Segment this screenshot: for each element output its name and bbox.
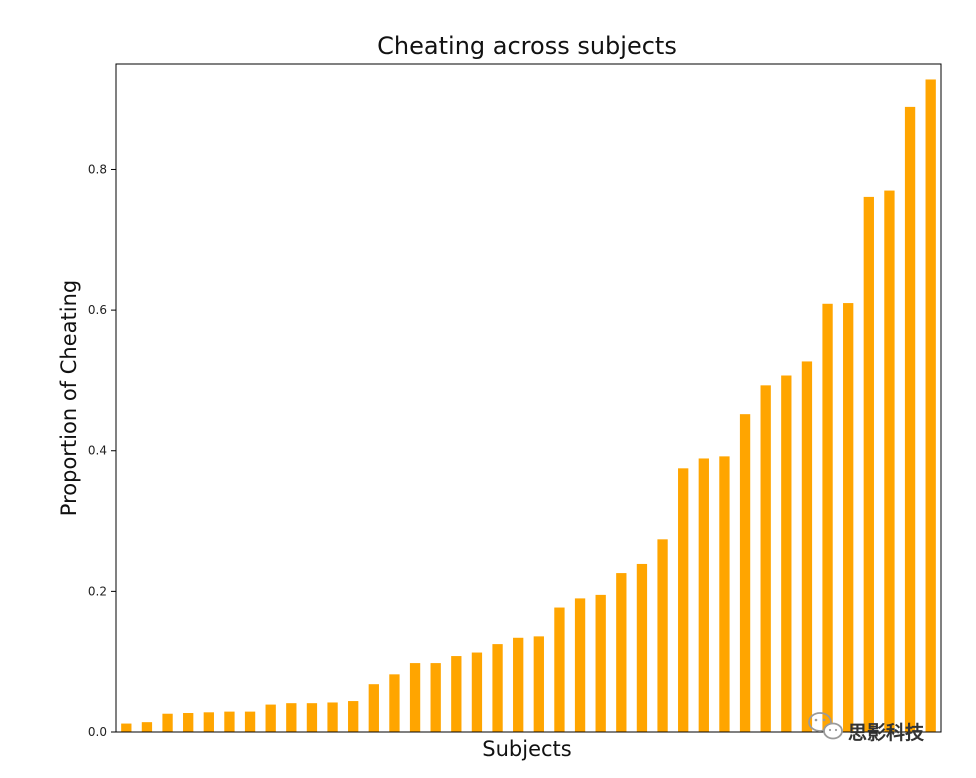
bar-22 (554, 607, 565, 732)
plot-frame (115, 63, 942, 733)
bar-8 (265, 704, 276, 732)
y-tick-label: 0.0 (88, 725, 107, 739)
bar-17 (451, 656, 462, 732)
bar-40 (925, 79, 936, 733)
bar-37 (863, 196, 874, 732)
watermark: 思影科技 (808, 712, 925, 744)
y-axis-label: Proportion of Cheating (57, 280, 81, 516)
bar-18 (471, 652, 483, 732)
bar-33 (781, 375, 792, 732)
bar-31 (739, 414, 751, 732)
bar-25 (616, 573, 627, 732)
bar-29 (698, 458, 709, 732)
bar-6 (224, 711, 235, 732)
bar-24 (595, 594, 606, 732)
bar-30 (719, 456, 730, 732)
y-tick-label: 0.4 (88, 444, 107, 458)
bar-9 (286, 703, 297, 732)
bar-23 (574, 598, 586, 732)
bar-5 (203, 712, 214, 732)
y-tick-label: 0.6 (88, 303, 107, 317)
bar-38 (884, 190, 895, 732)
bar-19 (492, 644, 503, 732)
y-tick-label: 0.8 (88, 162, 107, 176)
bar-28 (678, 468, 689, 732)
chart-title: Cheating across subjects (377, 32, 677, 60)
bar-35 (822, 303, 833, 732)
bar-15 (409, 663, 421, 732)
bar-1 (121, 723, 132, 732)
bar-7 (244, 711, 256, 732)
bar-4 (183, 713, 194, 732)
bar-13 (368, 684, 379, 732)
wechat-icon (808, 712, 843, 740)
bar-20 (513, 637, 524, 732)
bar-21 (533, 636, 544, 732)
watermark-text: 思影科技 (848, 721, 925, 744)
bars-group (121, 79, 936, 733)
x-axis-label: Subjects (482, 737, 571, 761)
bar-36 (843, 303, 854, 732)
bar-27 (657, 539, 668, 732)
bar-39 (904, 106, 916, 732)
y-tick-label: 0.2 (88, 584, 107, 598)
bar-10 (306, 703, 318, 732)
bar-32 (760, 385, 771, 732)
bar-3 (162, 713, 173, 732)
bar-34 (801, 361, 813, 732)
y-ticks-group: 0.0 0.2 0.4 0.6 0.8 (88, 162, 116, 739)
bar-26 (636, 563, 648, 732)
bar-12 (348, 701, 359, 732)
bar-11 (327, 702, 338, 732)
bar-2 (141, 722, 153, 732)
bar-16 (430, 663, 441, 732)
bar-14 (389, 674, 400, 732)
